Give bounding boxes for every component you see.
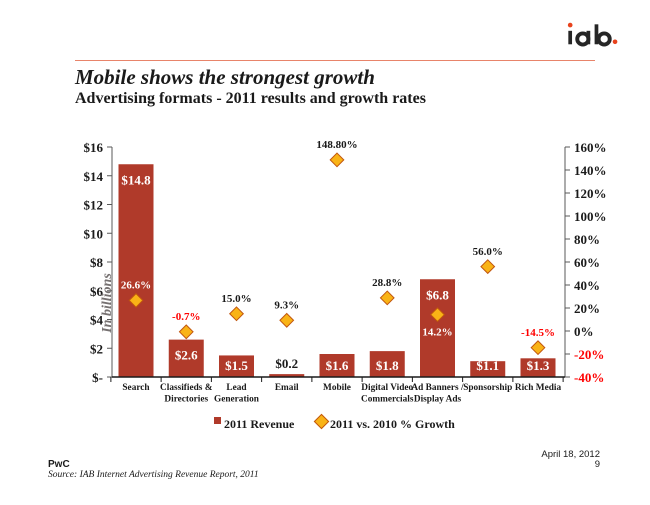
svg-text:-14.5%: -14.5%: [521, 327, 555, 339]
svg-text:Ad Banners /: Ad Banners /: [411, 383, 464, 393]
svg-text:Lead: Lead: [226, 383, 247, 393]
svg-text:Display Ads: Display Ads: [414, 395, 462, 405]
svg-text:Mobile: Mobile: [323, 383, 351, 393]
svg-text:Generation: Generation: [214, 395, 260, 405]
svg-text:$-: $-: [92, 370, 103, 385]
svg-text:$6.8: $6.8: [426, 287, 449, 302]
svg-text:$2.6: $2.6: [175, 348, 198, 363]
svg-text:-20%: -20%: [574, 347, 604, 362]
svg-text:Commercials: Commercials: [361, 395, 414, 405]
svg-text:60%: 60%: [574, 255, 600, 270]
svg-text:$16: $16: [84, 140, 104, 155]
svg-text:Search: Search: [122, 383, 150, 393]
svg-text:$1.3: $1.3: [527, 358, 550, 373]
svg-text:9.3%: 9.3%: [274, 300, 299, 312]
svg-text:Directories: Directories: [164, 395, 208, 405]
svg-text:$1.1: $1.1: [476, 358, 499, 373]
svg-text:$1.8: $1.8: [376, 358, 399, 373]
svg-text:Digital Video: Digital Video: [361, 383, 413, 393]
svg-text:160%: 160%: [574, 140, 607, 155]
svg-text:26.6%: 26.6%: [121, 280, 151, 292]
svg-text:28.8%: 28.8%: [372, 277, 402, 289]
svg-text:15.0%: 15.0%: [221, 293, 251, 305]
svg-text:Sponsorship: Sponsorship: [463, 383, 512, 393]
svg-text:148.80%: 148.80%: [316, 139, 357, 151]
svg-text:40%: 40%: [574, 278, 600, 293]
svg-text:20%: 20%: [574, 301, 600, 316]
svg-text:Rich Media: Rich Media: [515, 383, 562, 393]
svg-text:100%: 100%: [574, 209, 607, 224]
svg-text:56.0%: 56.0%: [473, 246, 503, 258]
svg-text:$1.6: $1.6: [326, 358, 349, 373]
svg-text:$14.8: $14.8: [121, 172, 151, 187]
svg-text:-40%: -40%: [574, 370, 604, 385]
svg-text:$10: $10: [84, 226, 104, 241]
svg-text:80%: 80%: [574, 232, 600, 247]
svg-text:$12: $12: [84, 198, 104, 213]
svg-text:$1.5: $1.5: [225, 358, 248, 373]
svg-text:$14: $14: [84, 169, 104, 184]
svg-text:Classifieds &: Classifieds &: [160, 383, 213, 393]
svg-text:120%: 120%: [574, 186, 607, 201]
svg-text:140%: 140%: [574, 163, 607, 178]
svg-text:$0.2: $0.2: [275, 356, 298, 371]
svg-text:-0.7%: -0.7%: [172, 311, 200, 323]
svg-text:Email: Email: [275, 383, 299, 393]
svg-text:0%: 0%: [574, 324, 594, 339]
svg-text:14.2%: 14.2%: [422, 326, 452, 338]
